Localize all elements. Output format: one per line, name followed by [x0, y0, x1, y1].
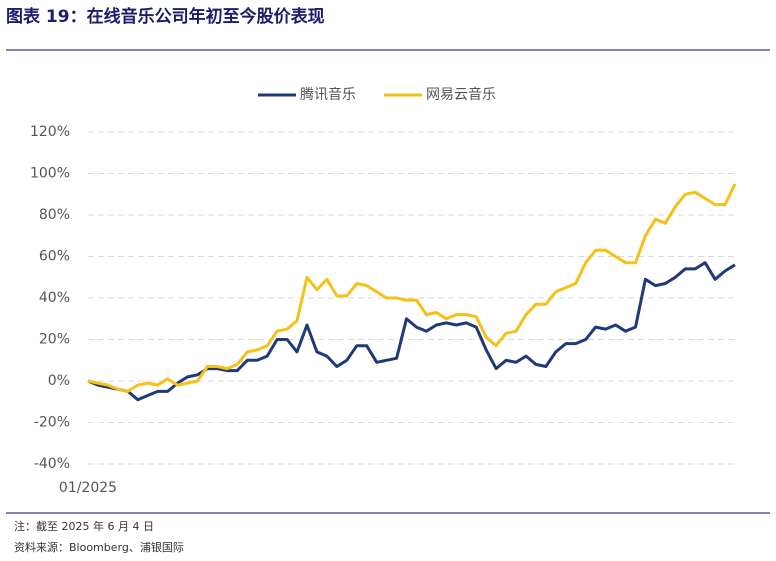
legend-label: 腾讯音乐	[300, 86, 356, 103]
chart-title: 图表 19：在线音乐公司年初至今股价表现	[6, 6, 325, 27]
source: 资料来源：Bloomberg、浦银国际	[14, 540, 184, 554]
y-tick-label: -40%	[34, 456, 70, 472]
y-tick-label: 100%	[30, 166, 70, 182]
y-tick-label: 80%	[39, 207, 70, 223]
line	[87, 183, 737, 393]
y-tick-label: 60%	[39, 249, 70, 265]
y-tick-label: -20%	[34, 415, 70, 431]
y-tick-label: 20%	[39, 332, 70, 348]
line	[87, 261, 736, 402]
y-tick-label: 0%	[48, 373, 70, 389]
x-tick-label: 01/2025	[59, 480, 117, 496]
legend-label: 网易云音乐	[426, 86, 496, 103]
footnote: 注：截至 2025 年 6 月 4 日	[14, 519, 154, 533]
y-tick-label: 40%	[39, 290, 70, 306]
y-tick-label: 120%	[30, 124, 70, 140]
